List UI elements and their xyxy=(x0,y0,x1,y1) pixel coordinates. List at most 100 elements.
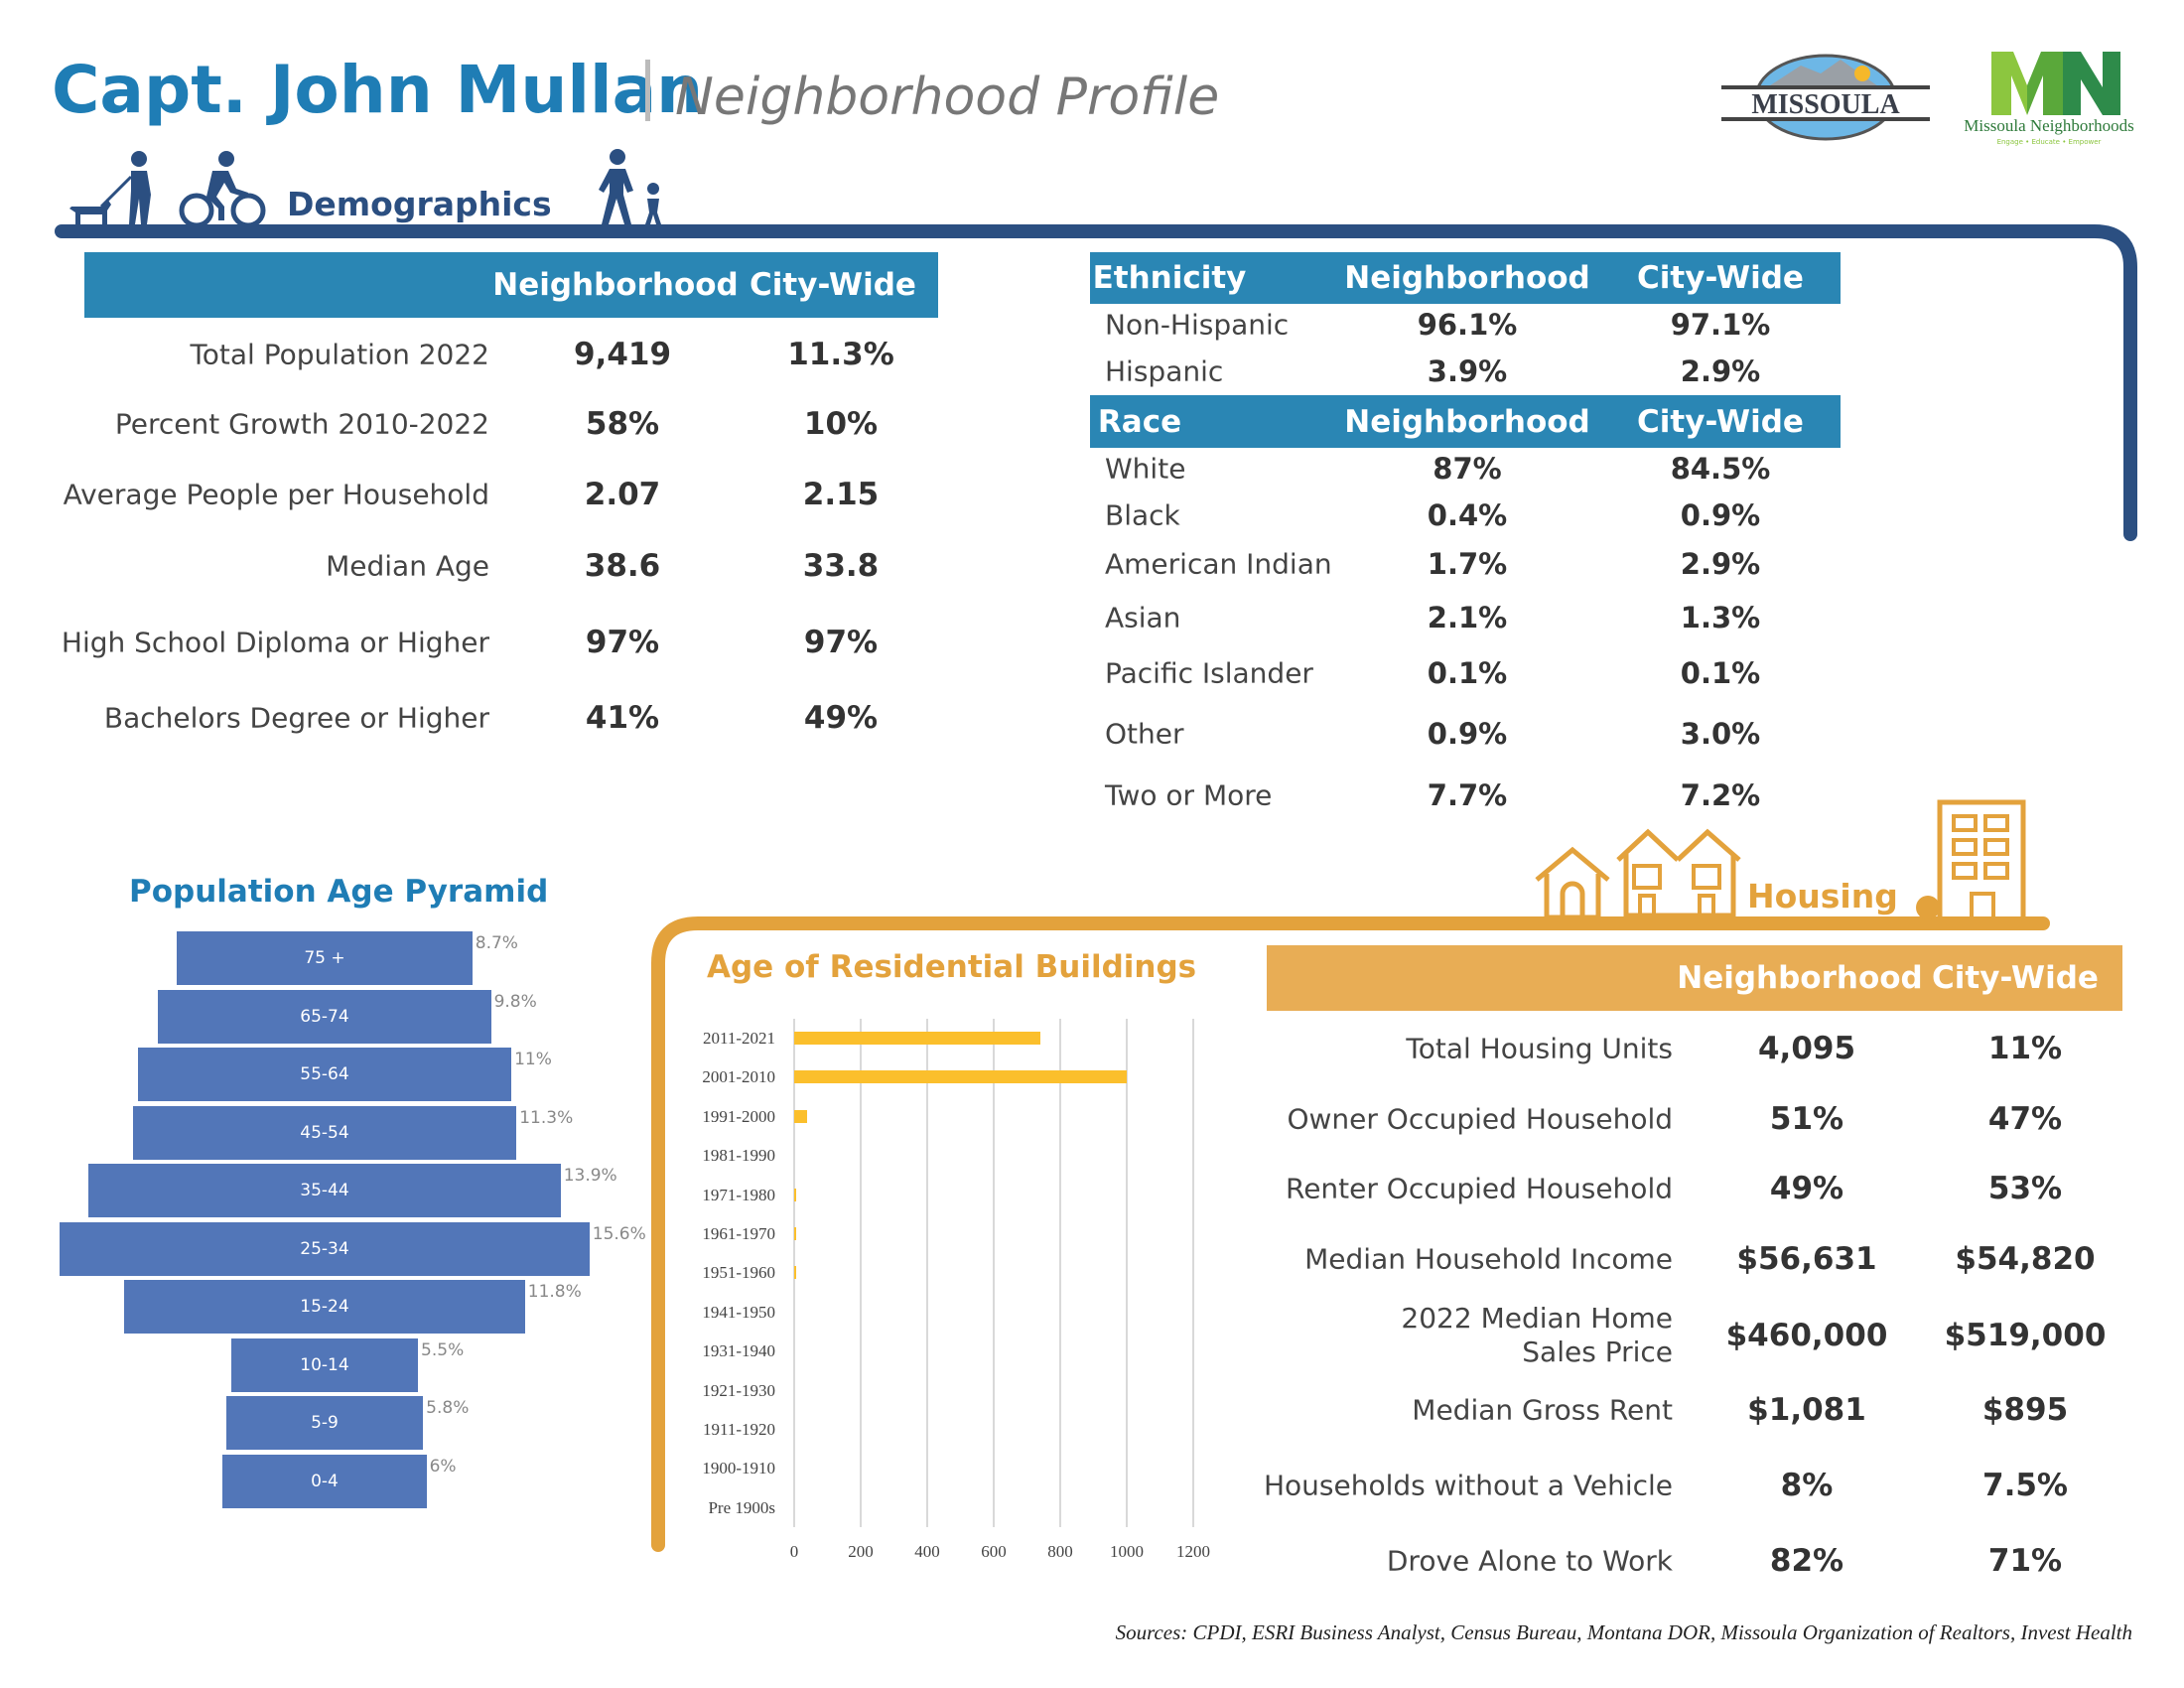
page-title: Capt. John Mullan xyxy=(52,52,704,128)
house-icon xyxy=(1535,846,1610,918)
building-age-bar xyxy=(794,1188,796,1201)
neighborhood-value: 51% xyxy=(1769,1101,1844,1137)
neighborhood-value: 97% xyxy=(585,625,660,660)
row-label: Renter Occupied Household xyxy=(1286,1172,1673,1205)
city-wide-value: 2.9% xyxy=(1680,354,1761,388)
building-age-bar xyxy=(794,1032,1040,1045)
y-category-label: 1921-1930 xyxy=(702,1380,775,1400)
column-header-ethnicity: Ethnicity xyxy=(1092,260,1247,296)
city-wide-value: $54,820 xyxy=(1955,1241,2096,1277)
city-wide-value: $519,000 xyxy=(1944,1318,2107,1353)
race-row-label: Pacific Islander xyxy=(1105,656,1313,690)
city-wide-value: $895 xyxy=(1981,1392,2069,1428)
ethnicity-row-label: Non-Hispanic xyxy=(1105,308,1290,342)
row-label: Total Housing Units xyxy=(1406,1032,1673,1065)
race-row-label: American Indian xyxy=(1105,547,1332,581)
row-label: Average People per Household xyxy=(63,478,489,511)
demographics-table-header: Neighborhood City-Wide xyxy=(84,252,938,318)
y-category-label: 2001-2010 xyxy=(702,1067,775,1087)
pyramid-chart-title: Population Age Pyramid xyxy=(129,874,549,910)
neighborhood-value: $460,000 xyxy=(1725,1318,1888,1353)
column-header-neighborhood: Neighborhood xyxy=(1677,960,1923,996)
title-divider xyxy=(645,60,650,121)
pyramid-data-label: 15.6% xyxy=(592,1223,646,1244)
cyclist-icon xyxy=(179,151,266,228)
pyramid-data-label: 11.8% xyxy=(527,1282,582,1302)
neighborhood-value: 2.07 xyxy=(584,477,661,512)
city-wide-value: 0.9% xyxy=(1680,498,1761,532)
race-row-label: Asian xyxy=(1105,601,1181,634)
y-category-label: 1951-1960 xyxy=(702,1263,775,1283)
age-group-label: 5-9 xyxy=(311,1413,339,1433)
y-category-label: 1941-1950 xyxy=(702,1302,775,1322)
row-label: Owner Occupied Household xyxy=(1287,1102,1673,1136)
race-row-label: Black xyxy=(1105,498,1180,532)
column-header-city-wide: City-Wide xyxy=(750,267,916,303)
row-label: High School Diploma or Higher xyxy=(61,626,489,659)
x-tick-label: 600 xyxy=(981,1542,1007,1561)
city-wide-value: 49% xyxy=(803,700,879,736)
neighborhood-value: $1,081 xyxy=(1747,1392,1866,1428)
race-row-label: Two or More xyxy=(1105,778,1273,812)
column-header-city-wide: City-Wide xyxy=(1637,403,1804,440)
gridline xyxy=(1126,1019,1128,1527)
pyramid-bar: 10-14 xyxy=(230,1337,419,1392)
neighborhood-value: 49% xyxy=(1769,1171,1844,1206)
age-group-label: 25-34 xyxy=(300,1238,349,1259)
y-category-label: 1961-1970 xyxy=(702,1224,775,1243)
x-tick-label: 0 xyxy=(789,1542,799,1561)
neighborhood-value: 0.9% xyxy=(1427,717,1508,751)
city-wide-value: 84.5% xyxy=(1670,452,1771,486)
pyramid-bar: 5-9 xyxy=(225,1396,424,1450)
neighborhood-value: 3.9% xyxy=(1427,354,1508,388)
pyramid-bar: 45-54 xyxy=(132,1105,517,1160)
city-wide-value: 3.0% xyxy=(1680,717,1761,751)
pyramid-data-label: 5.5% xyxy=(421,1339,465,1360)
city-wide-value: 97% xyxy=(803,625,879,660)
age-group-label: 10-14 xyxy=(300,1354,349,1375)
city-wide-value: 47% xyxy=(1987,1101,2063,1137)
missoula-neighborhoods-logo: Missoula Neighborhoods Engage • Educate … xyxy=(1964,52,2134,146)
building-age-bar xyxy=(794,1070,1127,1084)
x-tick-label: 800 xyxy=(1047,1542,1073,1561)
pyramid-bar: 55-64 xyxy=(137,1048,512,1101)
row-label: Median Household Income xyxy=(1304,1242,1673,1276)
pyramid-data-label: 8.7% xyxy=(475,933,518,953)
y-category-label: 1981-1990 xyxy=(702,1146,775,1166)
row-label: Median Gross Rent xyxy=(1412,1393,1673,1427)
neighborhood-value: 58% xyxy=(585,406,660,442)
age-group-label: 15-24 xyxy=(300,1297,349,1317)
housing-section-title: Housing xyxy=(1747,877,1898,915)
gridline xyxy=(860,1019,862,1527)
y-category-label: 1900-1910 xyxy=(702,1459,775,1478)
svg-text:Missoula Neighborhoods: Missoula Neighborhoods xyxy=(1964,116,2133,135)
svg-text:MISSOULA: MISSOULA xyxy=(1751,89,1900,120)
gridline xyxy=(1192,1019,1194,1527)
gridline xyxy=(926,1019,928,1527)
city-wide-value: 7.2% xyxy=(1680,778,1761,812)
building-age-bar xyxy=(794,1109,808,1123)
pyramid-data-label: 6% xyxy=(429,1456,457,1477)
x-tick-label: 400 xyxy=(914,1542,940,1561)
age-group-label: 55-64 xyxy=(300,1064,349,1084)
svg-text:Engage • Educate • Empower: Engage • Educate • Empower xyxy=(1997,138,2102,146)
townhouses-icon xyxy=(1616,828,1741,917)
pyramid-bar: 0-4 xyxy=(222,1454,427,1508)
column-header-neighborhood: Neighborhood xyxy=(1344,403,1590,440)
city-wide-value: 97.1% xyxy=(1670,308,1771,342)
city-wide-value: 0.1% xyxy=(1680,656,1761,690)
pyramid-data-label: 5.8% xyxy=(426,1398,470,1418)
y-category-label: 2011-2021 xyxy=(702,1029,775,1048)
apartment-building-icon xyxy=(1916,799,2026,921)
pyramid-data-label: 13.9% xyxy=(563,1166,617,1186)
neighborhood-value: 41% xyxy=(585,700,660,736)
row-label: 2022 Median Home Sales Price xyxy=(1401,1302,1673,1368)
neighborhood-value: 96.1% xyxy=(1417,308,1518,342)
row-label: Total Population 2022 xyxy=(190,338,489,371)
city-wide-value: 7.5% xyxy=(1982,1468,2068,1503)
race-row-label: Other xyxy=(1105,717,1184,751)
city-wide-value: 33.8 xyxy=(802,548,880,584)
row-label: Bachelors Degree or Higher xyxy=(103,701,489,735)
row-label: Drove Alone to Work xyxy=(1386,1544,1673,1578)
age-group-label: 35-44 xyxy=(300,1181,349,1200)
